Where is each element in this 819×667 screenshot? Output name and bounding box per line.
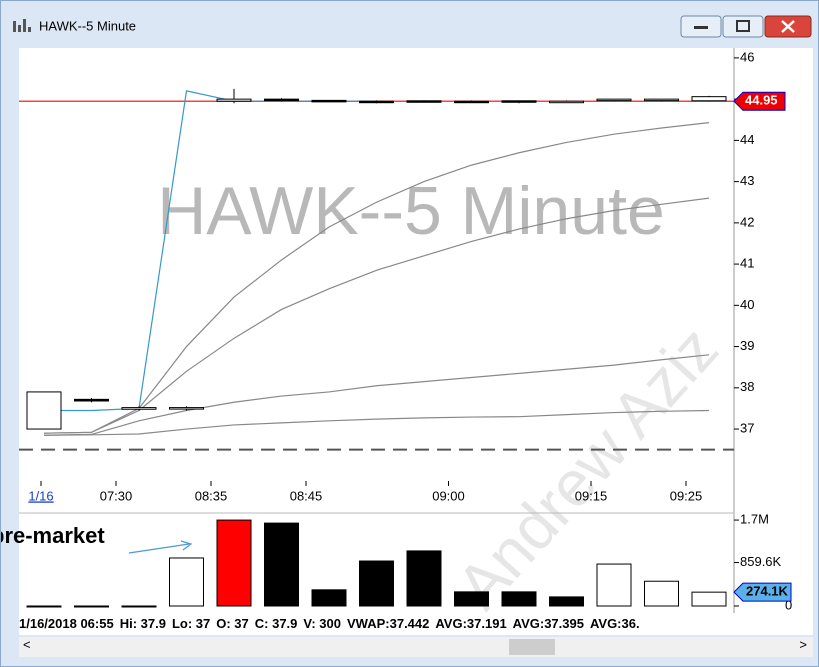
y-tick-label: 40: [740, 297, 754, 312]
maximize-button[interactable]: [722, 15, 764, 38]
candle-body: [311, 99, 347, 103]
y-tick-label: 41: [740, 256, 754, 271]
candle-body: [26, 391, 62, 430]
scroll-left[interactable]: <: [23, 637, 31, 652]
x-tick-label: 09:00: [432, 488, 465, 503]
status-item: 1/16/2018 06:55: [19, 616, 114, 631]
last-price-label: 44.95: [745, 93, 778, 108]
title-icon: [13, 19, 31, 32]
y-tick-label: 38: [740, 379, 754, 394]
candle-body: [596, 98, 632, 102]
candle-body: [691, 96, 727, 102]
y-tick-label: 1.7M: [740, 512, 769, 527]
scroll-thumb[interactable]: [509, 639, 555, 655]
volume-bar: [501, 591, 537, 607]
x-tick-label: 1/16: [28, 488, 53, 503]
scroll-right[interactable]: >: [799, 637, 807, 652]
chart: HAWK--5 Minute HAWK--5 Minute Andrew Azi…: [1, 15, 813, 613]
volume-bar: [264, 522, 299, 607]
x-tick-label: 09:15: [575, 488, 608, 503]
indicator-line: [43, 197, 710, 434]
scrollbar[interactable]: < >: [19, 637, 813, 657]
volume-bar: [644, 580, 679, 607]
volume-bar: [26, 605, 62, 608]
status-item: AVG:37.191: [435, 616, 507, 631]
annotation: pre-market: [1, 523, 105, 548]
candle-body: [454, 100, 489, 104]
volume-bar: [691, 591, 727, 607]
volume-bar: [406, 550, 442, 607]
candle-body: [169, 407, 204, 410]
volume-bar: [549, 596, 584, 607]
candle-body: [406, 100, 442, 103]
y-tick-label: 42: [740, 214, 754, 229]
candle-body: [74, 398, 109, 402]
indicator-line: [43, 122, 710, 434]
status-bar: 1/16/2018 06:55 Hi: 37.9 Lo: 37 O: 37 C: 37.…: [19, 613, 813, 635]
volume-bar: [121, 605, 157, 608]
candle-body: [216, 98, 252, 102]
y-tick-label: 39: [740, 338, 754, 353]
candle-body: [501, 100, 537, 103]
x-tick-label: 08:45: [290, 488, 323, 503]
volume-bar: [596, 563, 632, 607]
last-price-tag: [733, 91, 786, 111]
window-title: HAWK--5 Minute: [39, 18, 136, 33]
close-icon: [781, 20, 795, 33]
y-tick-label: 0: [785, 597, 792, 612]
status-item: C: 37.9: [254, 616, 298, 631]
x-tick-label: 07:30: [100, 488, 133, 503]
volume-tag: [733, 582, 792, 602]
y-tick-label: 44: [740, 132, 754, 147]
volume-tag-label: 274.1K: [746, 584, 789, 599]
x-tick-label: 09:25: [670, 488, 703, 503]
candle-body: [644, 98, 679, 102]
status-item: Hi: 37.9: [119, 616, 166, 631]
y-tick-label: 859.6K: [740, 554, 782, 569]
annotation-arrow: [128, 540, 193, 554]
indicator-line: [43, 354, 710, 436]
candle-body: [359, 100, 394, 104]
status-item: AVG:36.: [589, 616, 640, 631]
watermark: HAWK--5 Minute: [157, 173, 665, 249]
status-item: O: 37: [216, 616, 249, 631]
status-item: VWAP:37.442: [347, 616, 430, 631]
volume-bar: [359, 560, 394, 607]
maximize-icon: [736, 20, 750, 32]
volume-bar: [454, 591, 489, 607]
volume-bar: [216, 519, 252, 607]
candle-body: [549, 100, 584, 104]
status-item: Lo: 37: [171, 616, 211, 631]
chart-area: [19, 48, 813, 613]
volume-bar: [169, 557, 204, 607]
minimize-icon: [694, 26, 708, 29]
candle-body: [121, 407, 157, 410]
x-tick-label: 08:35: [195, 488, 228, 503]
indicator-line: [43, 409, 710, 436]
candle-body: [264, 98, 299, 102]
status-item: V: 300: [303, 616, 341, 631]
status-item: AVG:37.395: [512, 616, 584, 631]
y-tick-label: 46: [740, 49, 754, 64]
volume-bar: [311, 589, 347, 607]
y-tick-label: 43: [740, 173, 754, 188]
volume-bar: [74, 605, 109, 608]
y-tick-label: 37: [740, 420, 754, 435]
